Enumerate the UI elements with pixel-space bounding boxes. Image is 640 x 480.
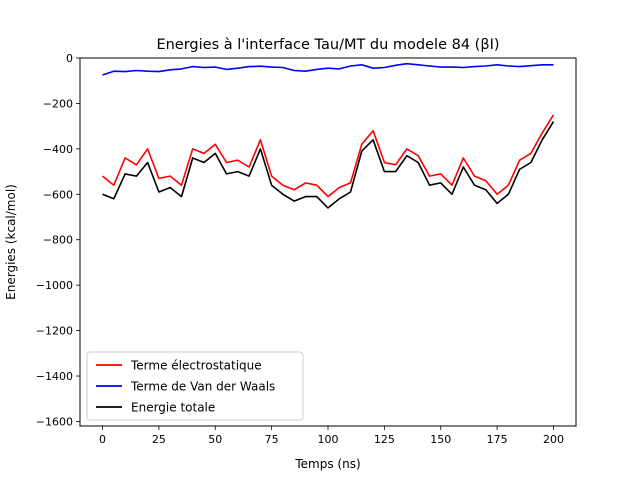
y-axis: 0 −200 −400 −600 −800 −1000 −1200 −1400 −1600 bbox=[36, 52, 80, 428]
x-tick-label: 50 bbox=[208, 433, 222, 446]
y-tick-label: −200 bbox=[43, 97, 73, 110]
x-tick-label: 75 bbox=[265, 433, 279, 446]
series-line-2 bbox=[102, 121, 555, 209]
y-tick-label: −600 bbox=[43, 188, 73, 201]
series-line-0 bbox=[101, 114, 555, 198]
x-axis-label: Temps (ns) bbox=[294, 457, 360, 471]
y-tick-label: −400 bbox=[43, 143, 73, 156]
y-axis-label: Energies (kcal/mol) bbox=[4, 184, 18, 300]
legend: Terme électrostatique Terme de Van der W… bbox=[86, 351, 304, 421]
x-tick-label: 150 bbox=[430, 433, 451, 446]
x-tick-label: 0 bbox=[99, 433, 106, 446]
legend-box bbox=[86, 351, 304, 421]
legend-label-van-der-waals: Terme de Van der Waals bbox=[130, 380, 275, 394]
y-tick-label: 0 bbox=[66, 52, 73, 65]
legend-label-energie-totale: Energie totale bbox=[131, 401, 215, 415]
x-tick-label: 25 bbox=[152, 433, 166, 446]
x-tick-label: 175 bbox=[487, 433, 508, 446]
x-tick-label: 200 bbox=[543, 433, 564, 446]
series-layer bbox=[101, 62, 555, 209]
chart-title: Energies à l'interface Tau/MT du modele … bbox=[156, 37, 499, 53]
x-tick-label: 125 bbox=[374, 433, 395, 446]
y-tick-label: −1200 bbox=[36, 325, 73, 338]
series-line-1 bbox=[102, 62, 554, 76]
y-tick-label: −800 bbox=[43, 234, 73, 247]
x-tick-label: 100 bbox=[318, 433, 339, 446]
x-axis: 0 25 50 75 100 125 150 175 200 bbox=[99, 426, 564, 446]
y-tick-label: −1600 bbox=[36, 415, 73, 428]
y-tick-label: −1400 bbox=[36, 370, 73, 383]
y-tick-label: −1000 bbox=[36, 279, 73, 292]
legend-label-electrostatique: Terme électrostatique bbox=[130, 359, 262, 373]
